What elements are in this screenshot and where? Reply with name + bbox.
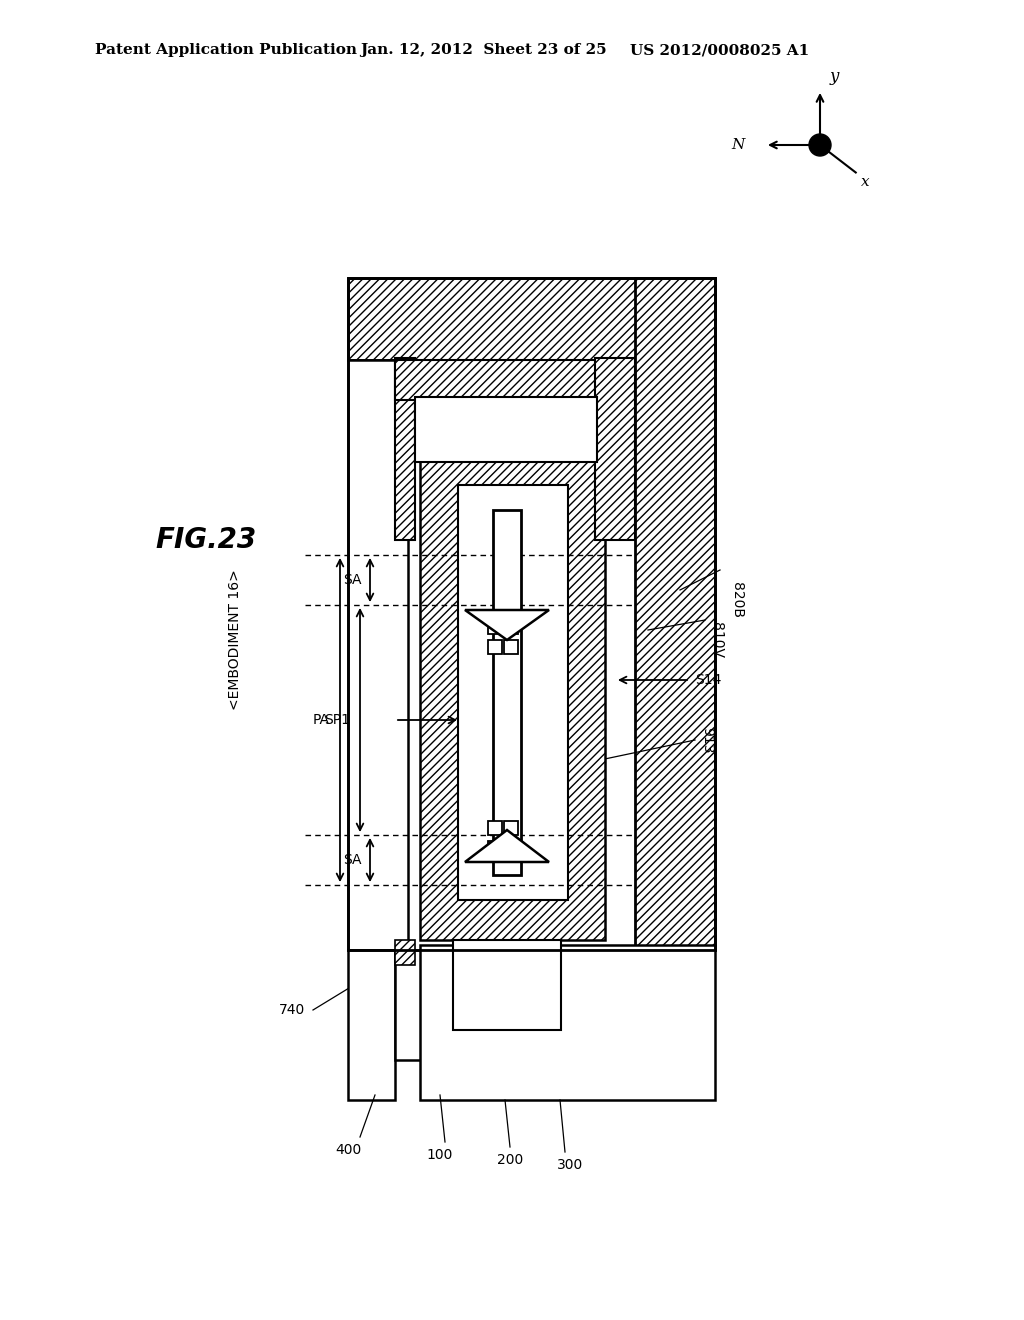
Text: 913: 913 <box>700 727 714 754</box>
Bar <box>504 821 518 836</box>
Text: x: x <box>861 176 869 190</box>
Polygon shape <box>465 610 549 640</box>
Bar <box>395 950 475 1060</box>
Text: Jan. 12, 2012  Sheet 23 of 25: Jan. 12, 2012 Sheet 23 of 25 <box>360 44 606 57</box>
Bar <box>488 640 502 653</box>
Bar <box>635 279 715 950</box>
Bar <box>595 358 635 540</box>
Text: 400: 400 <box>335 1143 361 1158</box>
Bar <box>395 358 415 540</box>
Bar <box>504 841 518 855</box>
Text: 200: 200 <box>497 1152 523 1167</box>
Bar <box>415 397 597 462</box>
Circle shape <box>809 135 831 156</box>
Text: SA: SA <box>343 853 362 867</box>
Bar <box>493 510 521 875</box>
Text: 810V: 810V <box>710 622 724 657</box>
Text: <EMBODIMENT 16>: <EMBODIMENT 16> <box>228 570 242 710</box>
Text: 740: 740 <box>279 1003 305 1016</box>
Text: N: N <box>731 139 745 152</box>
Text: 300: 300 <box>557 1158 583 1172</box>
Bar <box>395 360 635 400</box>
Text: S14: S14 <box>695 673 721 686</box>
Bar <box>420 400 605 940</box>
Polygon shape <box>465 830 549 862</box>
Bar <box>348 360 408 950</box>
Text: US 2012/0008025 A1: US 2012/0008025 A1 <box>630 44 809 57</box>
Text: y: y <box>830 69 840 84</box>
Bar <box>488 841 502 855</box>
Bar <box>348 950 395 1100</box>
Bar <box>488 620 502 634</box>
Bar <box>504 640 518 653</box>
Bar <box>458 484 568 900</box>
Text: 820B: 820B <box>730 582 744 618</box>
Bar <box>488 821 502 836</box>
Text: 100: 100 <box>427 1148 454 1162</box>
Bar <box>348 279 715 360</box>
Bar <box>453 940 561 1030</box>
Bar <box>504 620 518 634</box>
Text: Patent Application Publication: Patent Application Publication <box>95 44 357 57</box>
Text: PA: PA <box>313 713 330 727</box>
Text: SP1: SP1 <box>324 713 350 727</box>
Bar <box>395 940 415 965</box>
Bar <box>420 945 715 1100</box>
Text: FIG.23: FIG.23 <box>155 525 256 554</box>
Text: SA: SA <box>343 573 362 587</box>
Bar <box>348 279 715 950</box>
